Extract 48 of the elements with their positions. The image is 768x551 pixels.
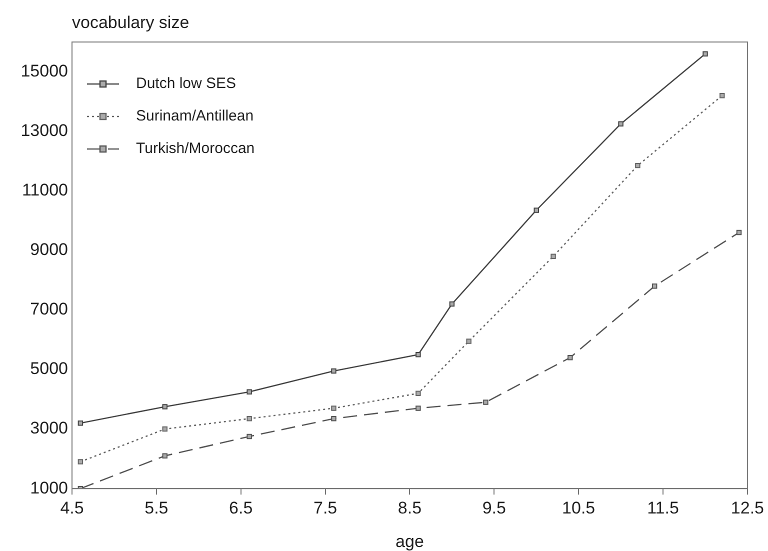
x-tick-label: 12.5 [730,498,764,518]
point [416,352,421,358]
point [483,400,488,405]
y-tick-label: 7000 [30,300,68,319]
point [416,406,421,411]
point [534,208,539,213]
y-tick-label: 15000 [20,61,68,80]
point [78,420,84,426]
x-tick-label: 5.5 [144,498,168,518]
y-tick-label: 5000 [30,359,68,378]
point [331,406,336,411]
legend-label: Dutch low SES [136,75,236,92]
legend-label: Surinam/Antillean [136,108,254,125]
point [331,416,336,422]
point [246,416,252,422]
point [162,404,168,410]
point [449,301,455,307]
point [635,162,640,168]
point [78,459,84,464]
y-tick-label: 11000 [22,180,68,200]
point [416,390,421,396]
x-axis-title: age [396,532,424,551]
point [466,338,472,344]
point [246,434,252,440]
point [720,92,725,98]
point [652,284,658,289]
y-tick-label: 9000 [30,240,68,260]
y-tick-label: 1000 [30,478,68,498]
point [331,368,336,374]
point [702,51,708,57]
point [162,426,168,432]
x-tick-label: 9.5 [482,498,506,518]
y-tick-label: 3000 [30,418,68,438]
legend-label: Turkish/Moroccan [136,140,255,158]
point [736,230,742,236]
x-tick-label: 8.5 [398,498,422,518]
y-tick-label: 13000 [20,121,68,140]
x-tick-label: 10.5 [562,498,596,518]
x-tick-label: 6.5 [229,498,253,518]
point [618,121,624,126]
x-tick-label: 11.5 [647,498,679,518]
x-tick-label: 7.5 [313,498,338,518]
x-tick-label: 4.5 [60,498,84,518]
point [550,254,556,259]
point [568,354,573,360]
point [246,389,252,394]
point [162,453,168,458]
y-axis-title: vocabulary size [72,13,190,32]
